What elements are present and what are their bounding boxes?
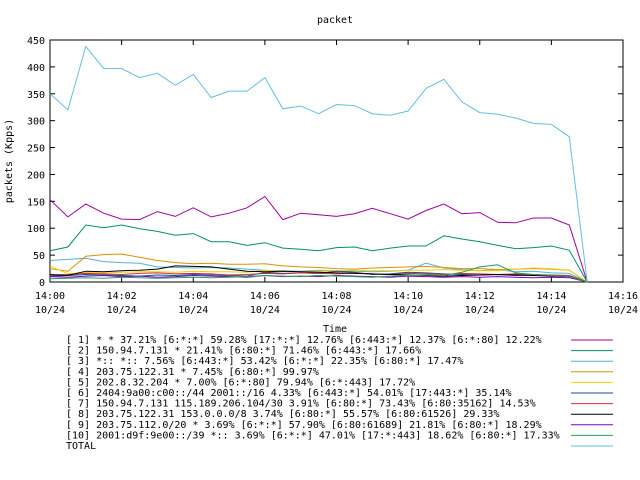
x-tick-date: 10/24	[536, 305, 566, 316]
series-line-10	[49, 264, 588, 283]
series-line-2	[49, 224, 588, 283]
legend-label-2: [ 2] 150.94.7.131 * 21.41% [6:80:*] 71.4…	[66, 346, 421, 357]
legend-label-4: [ 4] 203.75.122.31 * 7.45% [6:80:*] 99.9…	[66, 367, 319, 378]
legend-label-9: [ 9] 203.75.112.0/20 * 3.69% [6:*:*] 57.…	[66, 420, 542, 431]
y-tick-label: 100	[27, 224, 45, 235]
series-line-1	[49, 195, 588, 283]
series-line-8	[49, 265, 588, 283]
legend-label-7: [ 7] 150.94.7.131 115.189.206.104/30 3.9…	[66, 399, 536, 410]
x-tick-label: 14:14	[536, 291, 566, 302]
y-tick-label: 450	[27, 36, 45, 47]
y-axis-ticks: 0 50 100 150 200 250 300 350 400 450	[27, 36, 623, 289]
x-tick-date: 10/24	[250, 305, 280, 316]
x-tick-date: 10/24	[107, 305, 137, 316]
legend-label-11: TOTAL	[66, 441, 96, 452]
chart-title: packet	[317, 15, 353, 26]
series-line-11	[49, 45, 588, 283]
series-lines	[49, 45, 588, 283]
legend-label-5: [ 5] 202.8.32.204 * 7.00% [6:*:80] 79.94…	[66, 377, 415, 388]
x-tick-label: 14:16	[608, 291, 638, 302]
y-tick-label: 350	[27, 90, 45, 101]
y-tick-label: 400	[27, 63, 45, 74]
x-tick-date: 10/24	[608, 305, 638, 316]
x-tick-date: 10/24	[35, 305, 65, 316]
x-tick-label: 14:02	[107, 291, 137, 302]
x-tick-label: 14:10	[393, 291, 423, 302]
x-axis-ticks: 14:00 10/24 14:02 10/24 14:04 10/24 14:06 10/24…	[35, 40, 638, 316]
y-axis-label: packets (Kpps)	[4, 119, 15, 203]
legend-label-1: [ 1] * * 37.21% [6:*:*] 59.28% [17:*:*] …	[66, 335, 542, 346]
y-tick-label: 300	[27, 117, 45, 128]
x-tick-label: 14:12	[465, 291, 495, 302]
y-tick-label: 250	[27, 144, 45, 155]
x-tick-label: 14:08	[321, 291, 351, 302]
x-tick-date: 10/24	[178, 305, 208, 316]
legend-label-10: [10] 2001:d9f:9e00::/39 *:: 3.69% [6:*:*…	[66, 430, 560, 441]
series-line-5	[49, 265, 588, 283]
series-line-9	[49, 274, 588, 283]
x-axis-label: Time	[323, 324, 347, 335]
legend-label-8: [ 8] 203.75.122.31 153.0.0.0/8 3.74% [6:…	[66, 409, 499, 420]
y-tick-label: 50	[33, 251, 45, 262]
legend: [ 1] * * 37.21% [6:*:*] 59.28% [17:*:*] …	[66, 335, 613, 452]
series-line-4	[49, 253, 588, 283]
y-tick-label: 150	[27, 197, 45, 208]
legend-label-6: [ 6] 2404:9a00:c00::/44 2001::/16 4.33% …	[66, 388, 512, 399]
y-tick-label: 0	[39, 278, 45, 289]
x-tick-date: 10/24	[393, 305, 423, 316]
y-tick-label: 200	[27, 170, 45, 181]
legend-label-3: [ 3] *:: *:: 7.56% [6:443:*] 53.42% [6:*…	[66, 356, 463, 367]
x-tick-date: 10/24	[465, 305, 495, 316]
x-tick-label: 14:04	[178, 291, 208, 302]
x-tick-date: 10/24	[321, 305, 351, 316]
x-tick-label: 14:00	[35, 291, 65, 302]
x-tick-label: 14:06	[250, 291, 280, 302]
